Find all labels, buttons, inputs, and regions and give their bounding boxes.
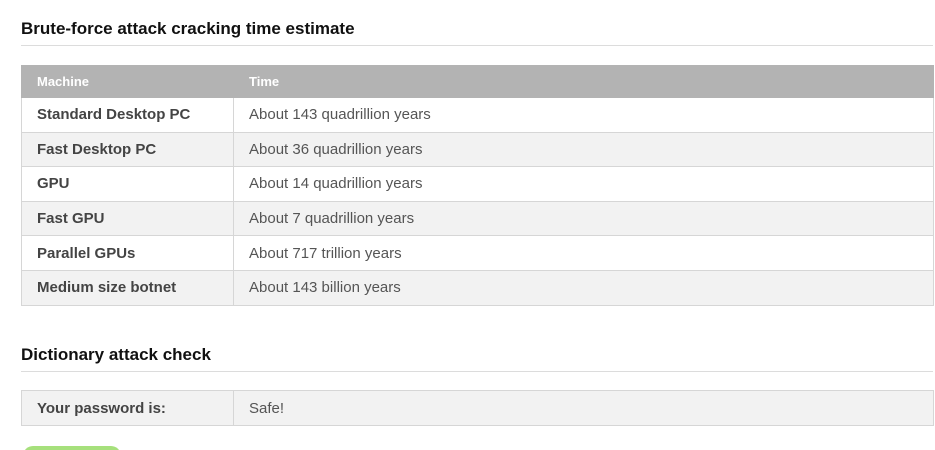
dictionary-label: Your password is: — [21, 390, 234, 426]
table-row: Medium size botnet About 143 billion yea… — [21, 269, 934, 306]
row-machine: GPU — [21, 166, 234, 202]
row-machine: Fast GPU — [21, 200, 234, 237]
bruteforce-divider — [21, 45, 933, 46]
row-time: About 717 trillion years — [233, 235, 934, 271]
bruteforce-table: Machine Time Standard Desktop PC About 1… — [21, 65, 934, 306]
row-machine: Fast Desktop PC — [21, 131, 234, 168]
row-time: About 14 quadrillion years — [233, 166, 934, 202]
dictionary-divider — [21, 371, 933, 372]
row-machine: Standard Desktop PC — [21, 97, 234, 133]
header-machine: Machine — [21, 65, 234, 98]
row-time: About 143 billion years — [233, 269, 934, 306]
table-row: Fast GPU About 7 quadrillion years — [21, 200, 934, 237]
table-row: Fast Desktop PC About 36 quadrillion yea… — [21, 131, 934, 168]
row-time: About 7 quadrillion years — [233, 200, 934, 237]
header-time: Time — [233, 65, 934, 98]
action-button[interactable] — [23, 446, 121, 450]
table-row: Parallel GPUs About 717 trillion years — [21, 235, 934, 271]
row-machine: Parallel GPUs — [21, 235, 234, 271]
dictionary-title: Dictionary attack check — [21, 345, 211, 364]
row-machine: Medium size botnet — [21, 269, 234, 306]
table-header-row: Machine Time — [21, 65, 934, 98]
dictionary-result: Safe! — [233, 390, 934, 426]
bruteforce-title: Brute-force attack cracking time estimat… — [21, 19, 355, 38]
row-time: About 143 quadrillion years — [233, 97, 934, 133]
table-row: Your password is: Safe! — [21, 390, 934, 426]
row-time: About 36 quadrillion years — [233, 131, 934, 168]
dictionary-table: Your password is: Safe! — [21, 390, 934, 426]
table-row: GPU About 14 quadrillion years — [21, 166, 934, 202]
table-row: Standard Desktop PC About 143 quadrillio… — [21, 97, 934, 133]
